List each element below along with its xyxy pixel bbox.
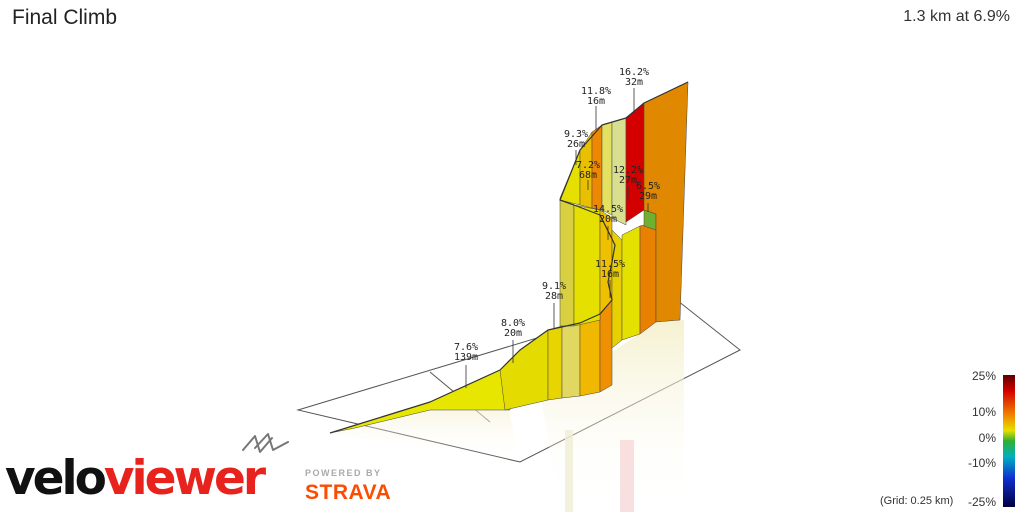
annotation-grade-3: 9.1% [542,281,566,292]
annotation-grade-4: 11.5% [595,259,625,270]
veloviewer-logo[interactable]: veloviewer [5,455,266,502]
annotation-length-2: 20m [504,328,522,339]
annotation-length-1: 139m [454,352,478,363]
north-arrow-icon [242,433,289,453]
annotation-grade-1: 7.6% [454,342,478,353]
annotation-grade-11: 16.2% [619,67,649,78]
annotation-grade-10: 11.8% [581,86,611,97]
climb-summary: 1.3 km at 6.9% [903,8,1010,25]
segment-wall-3 [547,325,563,401]
annotation-grade-9: 9.3% [564,129,588,140]
segment-wall-16 [601,121,613,216]
legend-tick-2: 10% [972,405,996,419]
powered-by-label: POWERED BY [305,468,382,478]
annotation-length-11: 32m [625,77,643,88]
legend-tick-1: 25% [972,369,996,383]
annotation-length-7: 27m [619,175,637,186]
segment-wall-10 [611,229,623,349]
annotation-length-4: 16m [601,269,619,280]
annotation-grade-7: 12.2% [613,165,643,176]
legend-tick-5: -25% [968,495,996,509]
logo-velo: velo [5,451,107,506]
segment-wall-4 [561,322,581,399]
annotation-length-10: 16m [587,96,605,107]
segment-wall-11 [621,225,641,341]
annotation-grade-5: 14.5% [593,204,623,215]
annotation-length-9: 26m [567,139,585,150]
segment-wall-7 [559,199,575,327]
segment-wall-18 [625,102,645,223]
annotation-length-6: 29m [639,191,657,202]
annotation-length-3: 28m [545,291,563,302]
logo-viewer: viewer [103,451,266,506]
annotation-length-8: 68m [579,170,597,181]
gradient-scale-bar [1003,375,1015,507]
annotation-grade-8: 7.2% [576,160,600,171]
segment-wall-12 [639,221,657,335]
strava-logo[interactable]: STRAVA [305,481,392,504]
annotation-length-5: 20m [599,214,617,225]
legend-tick-3: 0% [979,431,997,445]
legend-tick-4: -10% [968,456,996,470]
climb-ribbon [329,81,689,434]
annotations: 7.6% 139m 8.0% 20m 9.1% 28m 11.5% 16m 14… [454,67,660,388]
segment-wall-5 [579,313,601,397]
segment-wall-8 [573,204,601,327]
segment-wall-6 [599,299,613,393]
annotation-grade-2: 8.0% [501,318,525,329]
chart-title: Final Climb [12,6,118,29]
annotation-grade-6: 6.5% [636,181,660,192]
gradient-legend: 25% 10% 0% -10% -25% [968,369,1015,509]
grid-scale-note: (Grid: 0.25 km) [880,495,954,507]
